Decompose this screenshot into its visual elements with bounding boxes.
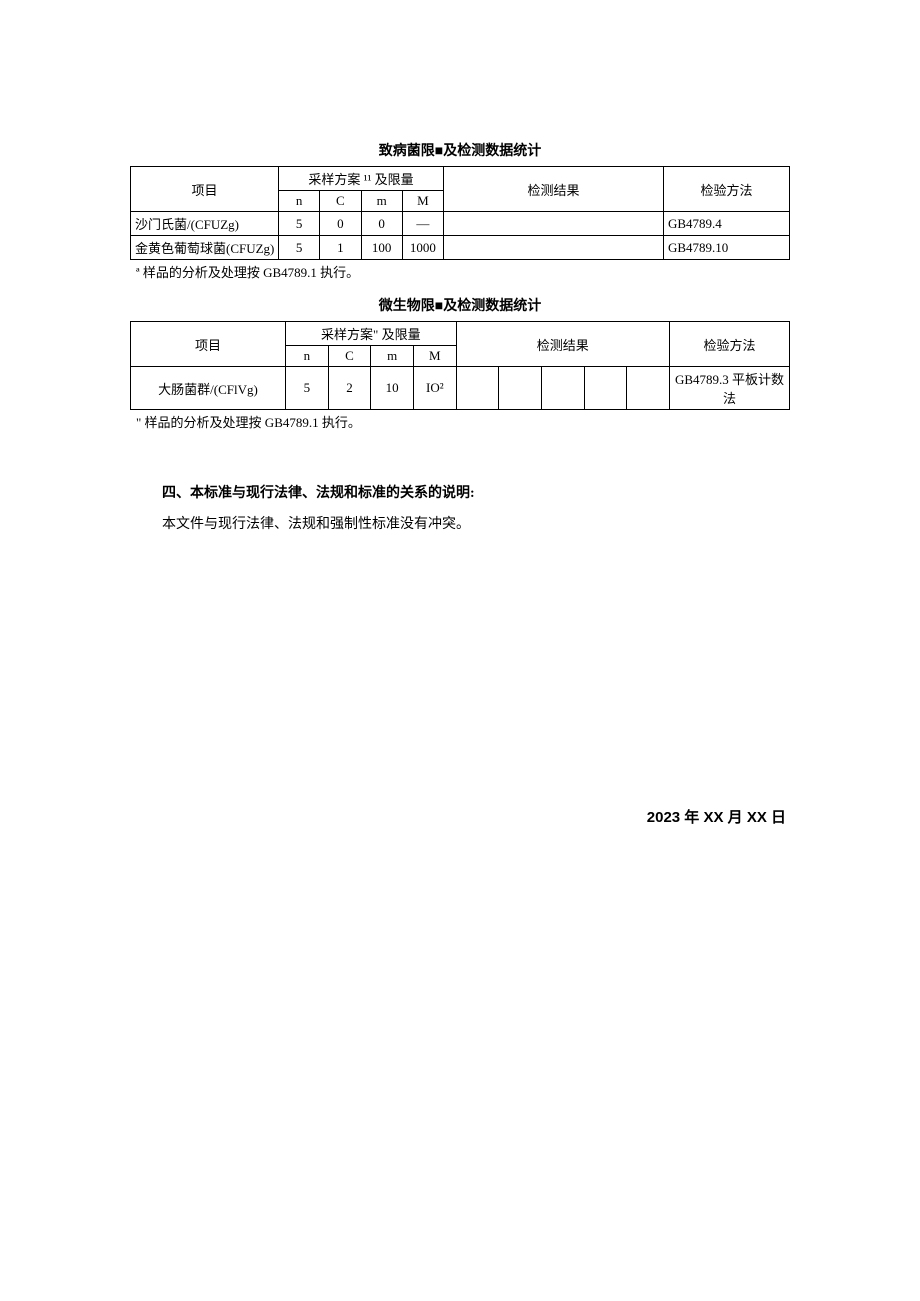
cell-method: GB4789.4: [664, 212, 790, 236]
cell-c: 0: [320, 212, 361, 236]
date-line: 2023 年 XX 月 XX 日: [130, 806, 786, 827]
cell-c: 2: [328, 367, 371, 410]
table2-title: 微生物限■及检测数据统计: [130, 295, 790, 315]
table2-header-row1: 项目 采样方案" 及限量 检测结果 检验方法: [131, 322, 790, 346]
cell-m-lower: 100: [361, 236, 402, 260]
table1-header-project: 项目: [131, 167, 279, 212]
cell-m-lower: 0: [361, 212, 402, 236]
table2-header-n: n: [286, 346, 329, 367]
table2-header-m-lower: m: [371, 346, 414, 367]
cell-result-sub4: [584, 367, 627, 410]
table2-header-project: 项目: [131, 322, 286, 367]
table-row: 大肠菌群/(CFlVg) 5 2 10 IO² GB4789.3 平板计数法: [131, 367, 790, 410]
cell-project: 沙门氏菌/(CFUZg): [131, 212, 279, 236]
table2-header-m-upper: M: [413, 346, 456, 367]
cell-result-sub2: [499, 367, 542, 410]
table-row: 金黄色葡萄球菌(CFUZg) 5 1 100 1000 GB4789.10: [131, 236, 790, 260]
table1-note: ª 样品的分析及处理按 GB4789.1 执行。: [136, 262, 790, 281]
cell-result: [444, 212, 664, 236]
cell-m-lower: 10: [371, 367, 414, 410]
table2-header-method: 检验方法: [670, 322, 790, 367]
table1-header-m-upper: M: [402, 191, 443, 212]
pathogen-limit-table: 项目 采样方案 ¹¹ 及限量 检测结果 检验方法 n C m M 沙门氏菌/(C…: [130, 166, 790, 260]
table1-header-row1: 项目 采样方案 ¹¹ 及限量 检测结果 检验方法: [131, 167, 790, 191]
cell-result-sub1: [456, 367, 499, 410]
section4-body: 本文件与现行法律、法规和强制性标准没有冲突。: [162, 510, 790, 541]
table1-header-sampling: 采样方案 ¹¹ 及限量: [279, 167, 444, 191]
microbe-limit-table: 项目 采样方案" 及限量 检测结果 检验方法 n C m M 大肠菌群/(CFl…: [130, 321, 790, 410]
cell-result: [444, 236, 664, 260]
table1-header-m-lower: m: [361, 191, 402, 212]
cell-project: 大肠菌群/(CFlVg): [131, 367, 286, 410]
section4-heading: 四、本标准与现行法律、法规和标准的关系的说明:: [162, 479, 790, 510]
cell-result-sub5: [627, 367, 670, 410]
cell-project: 金黄色葡萄球菌(CFUZg): [131, 236, 279, 260]
cell-method: GB4789.10: [664, 236, 790, 260]
table2-note: " 样品的分析及处理按 GB4789.1 执行。: [136, 412, 790, 431]
cell-result-sub3: [541, 367, 584, 410]
cell-m-upper: 1000: [402, 236, 443, 260]
cell-method: GB4789.3 平板计数法: [670, 367, 790, 410]
cell-n: 5: [279, 212, 320, 236]
table1-header-c: C: [320, 191, 361, 212]
table1-title: 致病菌限■及检测数据统计: [130, 140, 790, 160]
cell-n: 5: [279, 236, 320, 260]
table1-header-result: 检测结果: [444, 167, 664, 212]
cell-m-upper: IO²: [413, 367, 456, 410]
table1-header-n: n: [279, 191, 320, 212]
table2-header-c: C: [328, 346, 371, 367]
cell-m-upper: —: [402, 212, 443, 236]
cell-c: 1: [320, 236, 361, 260]
table2-header-sampling: 采样方案" 及限量: [286, 322, 457, 346]
table1-header-method: 检验方法: [664, 167, 790, 212]
table-row: 沙门氏菌/(CFUZg) 5 0 0 — GB4789.4: [131, 212, 790, 236]
table2-header-result: 检测结果: [456, 322, 669, 367]
cell-n: 5: [286, 367, 329, 410]
